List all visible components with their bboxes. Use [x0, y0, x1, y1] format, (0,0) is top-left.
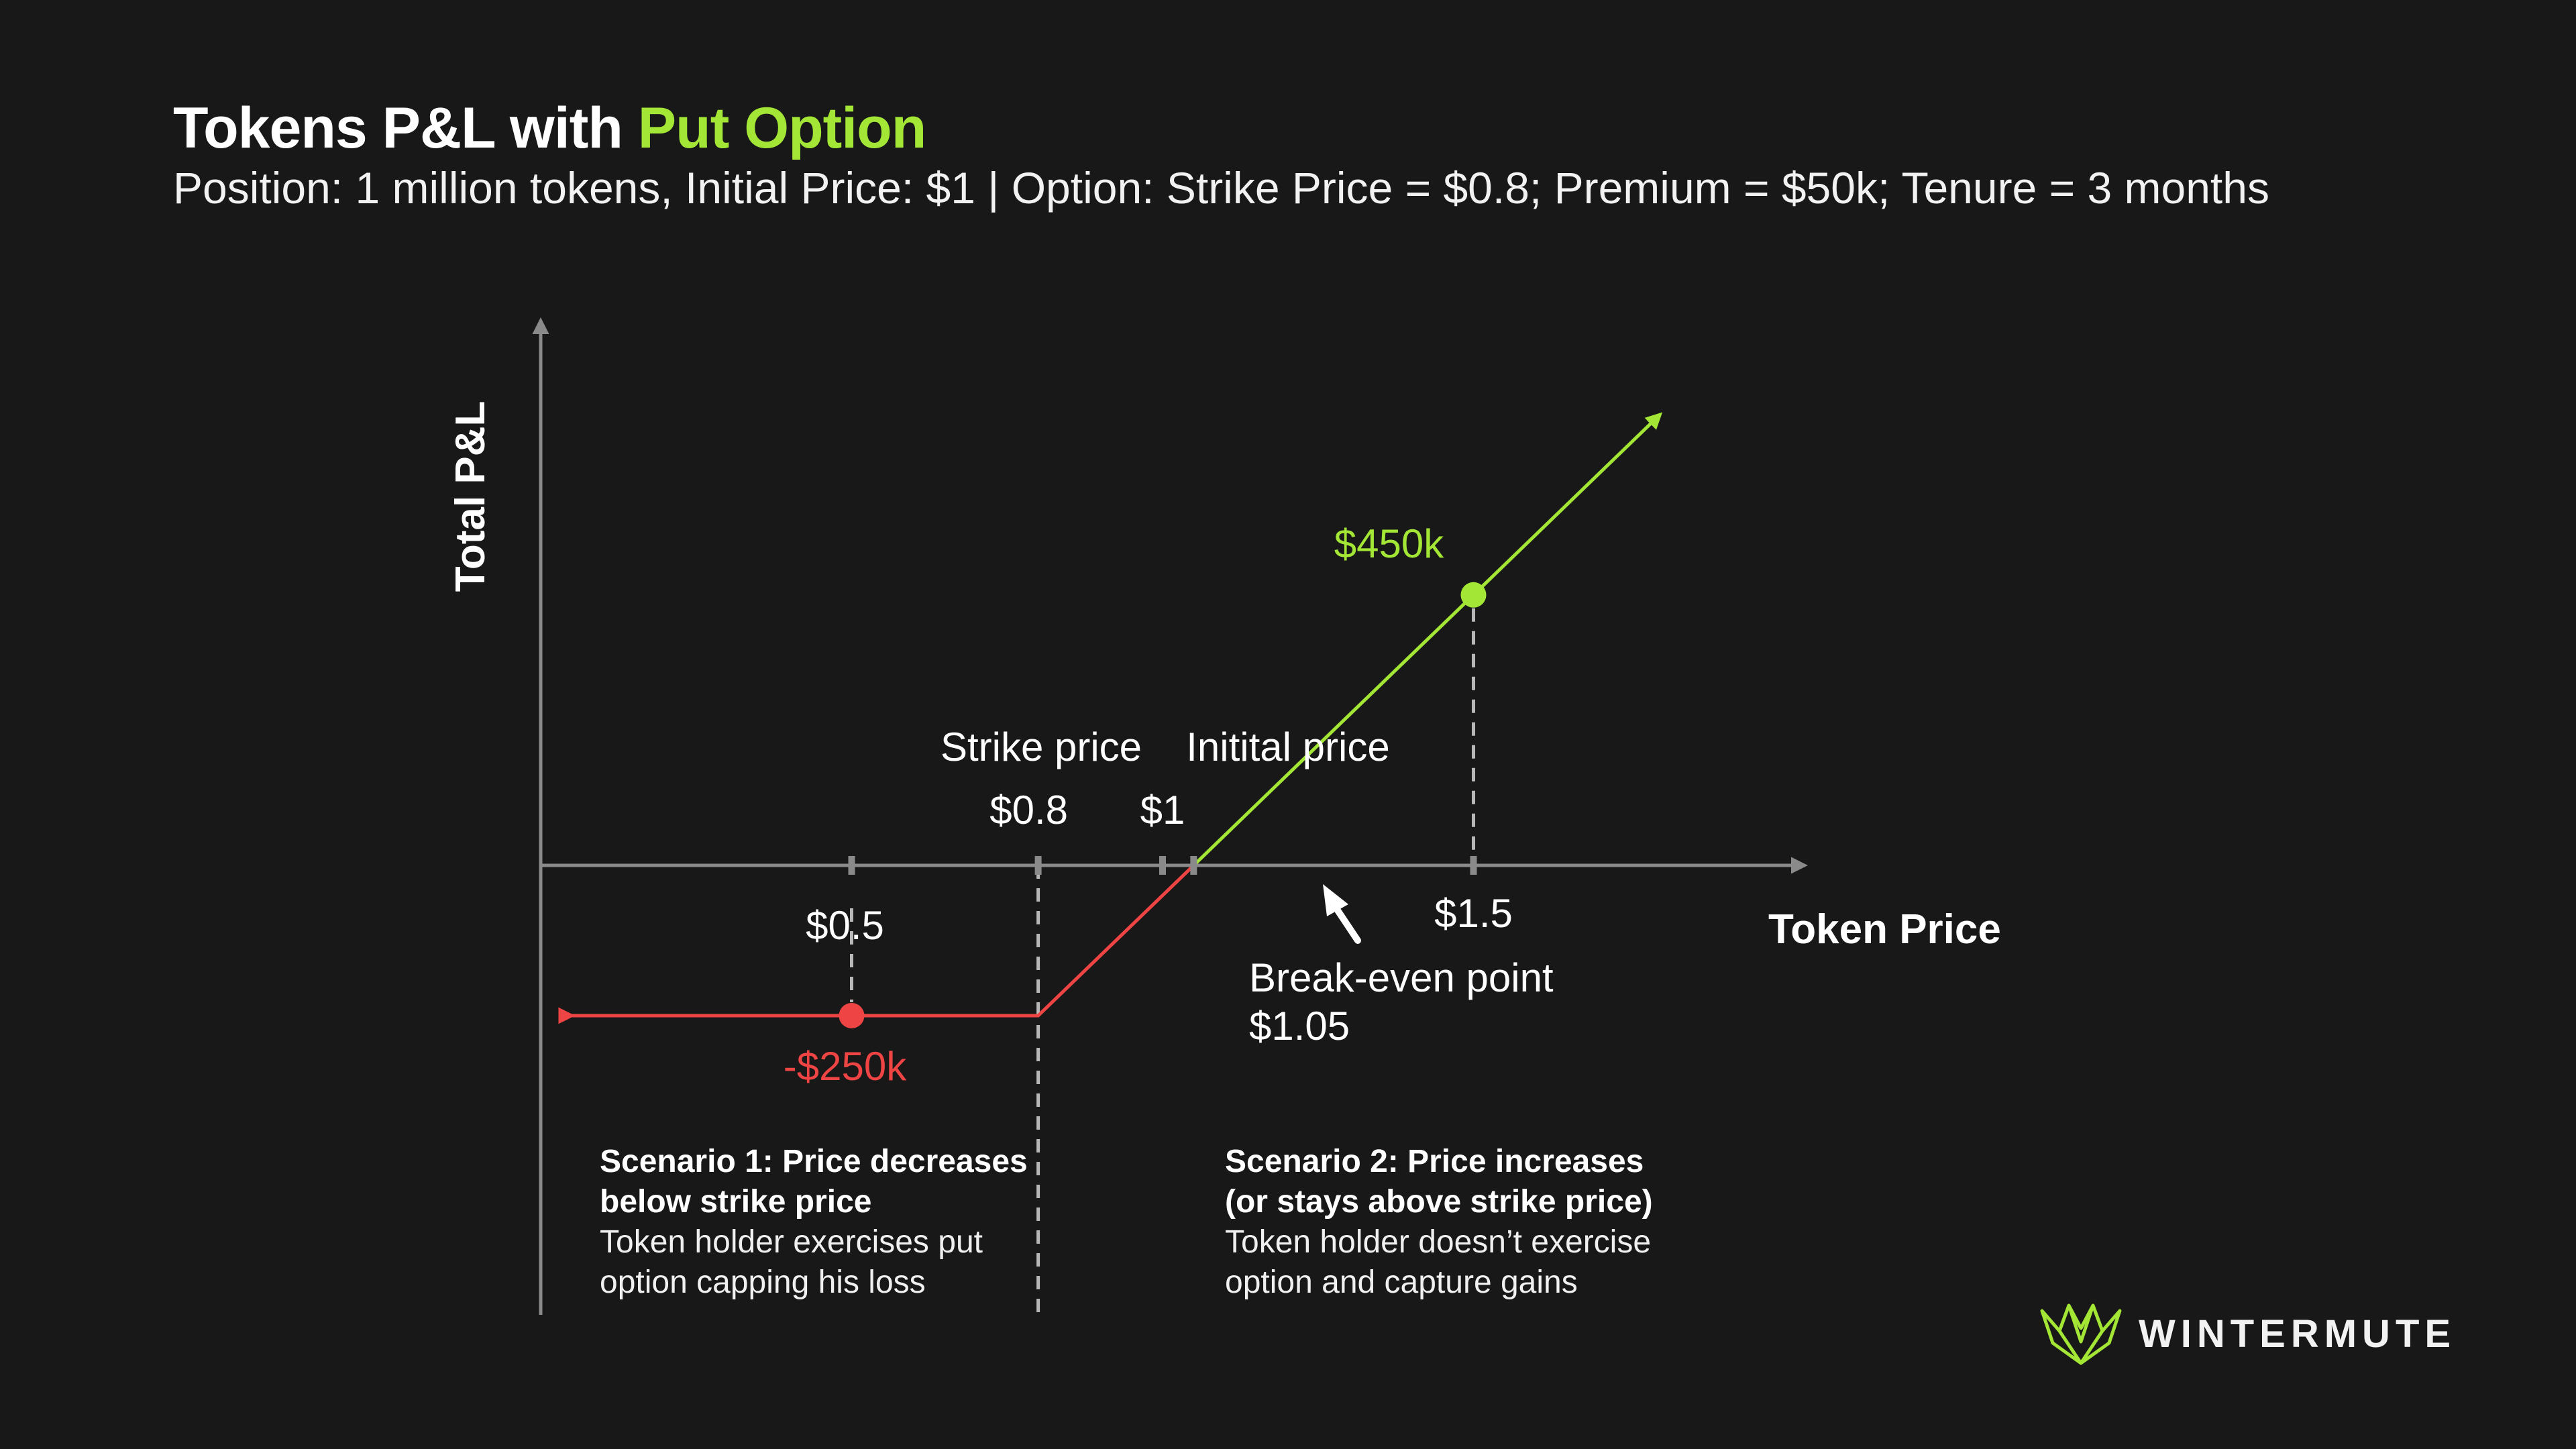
scenario-1: Scenario 1: Price decreases below strike… — [600, 1142, 1083, 1303]
loss-point — [839, 1003, 865, 1028]
wintermute-logo: WINTERMUTE — [2039, 1301, 2456, 1366]
loss-series-line — [558, 864, 1195, 1024]
title-prefix: Tokens P&L with — [173, 96, 638, 160]
scenario-1-heading-line-1: Scenario 1: Price decreases — [600, 1144, 1028, 1179]
title-highlight: Put Option — [637, 96, 926, 160]
scenario-2-text-line-1: Token holder doesn’t exercise — [1225, 1224, 1652, 1260]
gain-series-line — [1192, 412, 1663, 867]
strike-price-label: Strike price — [941, 724, 1142, 769]
chart-title: Tokens P&L with Put Option — [173, 95, 926, 162]
chart-subtitle: Position: 1 million tokens, Initial Pric… — [173, 163, 2269, 213]
initial-price-label: Initital price — [1186, 724, 1389, 769]
scenario-2: Scenario 2: Price increases (or stays ab… — [1225, 1142, 1735, 1303]
x-tick-label: $0.8 — [989, 788, 1068, 833]
breakeven-arrow — [1323, 884, 1361, 944]
scenario-2-heading-line-1: Scenario 2: Price increases — [1225, 1144, 1644, 1179]
wintermute-logo-icon — [2040, 1303, 2122, 1365]
gain-point — [1460, 582, 1487, 608]
x-tick-label: $1.5 — [1434, 891, 1513, 936]
x-ticks: $0.5 $0.8 $1 $1.5 — [806, 788, 1513, 948]
x-axis-label: Token Price — [1768, 906, 2001, 953]
x-tick-label: $1 — [1140, 788, 1185, 833]
gain-point-label: $450k — [1334, 521, 1444, 566]
scenario-1-heading-line-2: below strike price — [600, 1184, 872, 1220]
scenario-2-heading-line-2: (or stays above strike price) — [1225, 1184, 1653, 1220]
breakeven-value: $1.05 — [1249, 1004, 1350, 1049]
loss-point-label: -$250k — [784, 1044, 907, 1089]
x-tick-label: $0.5 — [806, 903, 884, 948]
scenario-2-text-line-2: option and capture gains — [1225, 1265, 1578, 1300]
y-axis-label: Total P&L — [447, 401, 494, 592]
scenario-1-text-line-2: option capping his loss — [600, 1265, 926, 1300]
wintermute-logo-text: WINTERMUTE — [2139, 1311, 2457, 1356]
breakeven-label: Break-even point — [1249, 955, 1554, 1000]
scenario-1-text-line-1: Token holder exercises put — [600, 1224, 983, 1260]
